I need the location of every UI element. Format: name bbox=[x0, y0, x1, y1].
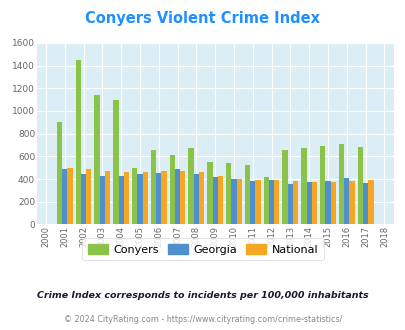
Bar bbox=[193, 175, 198, 224]
Bar bbox=[67, 168, 72, 224]
Bar bbox=[362, 183, 367, 224]
Legend: Conyers, Georgia, National: Conyers, Georgia, National bbox=[82, 238, 323, 260]
Bar bbox=[62, 169, 67, 224]
Bar bbox=[249, 181, 255, 224]
Bar bbox=[231, 179, 236, 224]
Bar bbox=[319, 146, 324, 224]
Bar bbox=[86, 169, 91, 224]
Bar bbox=[301, 148, 306, 224]
Bar bbox=[338, 144, 343, 224]
Bar bbox=[113, 100, 118, 224]
Text: Conyers Violent Crime Index: Conyers Violent Crime Index bbox=[85, 11, 320, 26]
Bar bbox=[287, 183, 292, 224]
Bar bbox=[156, 173, 161, 224]
Bar bbox=[180, 171, 185, 224]
Bar bbox=[75, 60, 81, 224]
Bar bbox=[282, 149, 287, 224]
Bar bbox=[367, 180, 373, 224]
Bar bbox=[142, 172, 147, 224]
Bar bbox=[255, 180, 260, 224]
Bar bbox=[273, 180, 279, 224]
Bar bbox=[217, 176, 222, 224]
Bar bbox=[226, 163, 231, 224]
Bar bbox=[212, 177, 217, 224]
Bar bbox=[137, 175, 142, 224]
Bar bbox=[161, 171, 166, 224]
Bar bbox=[357, 147, 362, 224]
Bar bbox=[105, 171, 110, 224]
Bar bbox=[151, 149, 156, 224]
Bar bbox=[324, 181, 330, 224]
Bar bbox=[343, 179, 349, 224]
Bar bbox=[132, 168, 137, 224]
Text: Crime Index corresponds to incidents per 100,000 inhabitants: Crime Index corresponds to incidents per… bbox=[37, 291, 368, 300]
Bar bbox=[188, 148, 193, 224]
Bar bbox=[330, 182, 335, 224]
Bar bbox=[236, 179, 241, 224]
Bar bbox=[349, 181, 354, 224]
Bar bbox=[311, 182, 316, 224]
Bar bbox=[118, 176, 124, 224]
Bar bbox=[292, 181, 298, 224]
Bar bbox=[57, 122, 62, 224]
Bar bbox=[81, 175, 86, 224]
Bar bbox=[124, 172, 129, 224]
Text: © 2024 CityRating.com - https://www.cityrating.com/crime-statistics/: © 2024 CityRating.com - https://www.city… bbox=[64, 315, 341, 324]
Bar bbox=[94, 95, 100, 224]
Bar bbox=[306, 182, 311, 224]
Bar bbox=[263, 177, 268, 224]
Bar bbox=[175, 169, 180, 224]
Bar bbox=[207, 162, 212, 224]
Bar bbox=[244, 165, 249, 224]
Bar bbox=[268, 180, 273, 224]
Bar bbox=[100, 176, 105, 224]
Bar bbox=[198, 172, 204, 224]
Bar bbox=[169, 155, 175, 224]
